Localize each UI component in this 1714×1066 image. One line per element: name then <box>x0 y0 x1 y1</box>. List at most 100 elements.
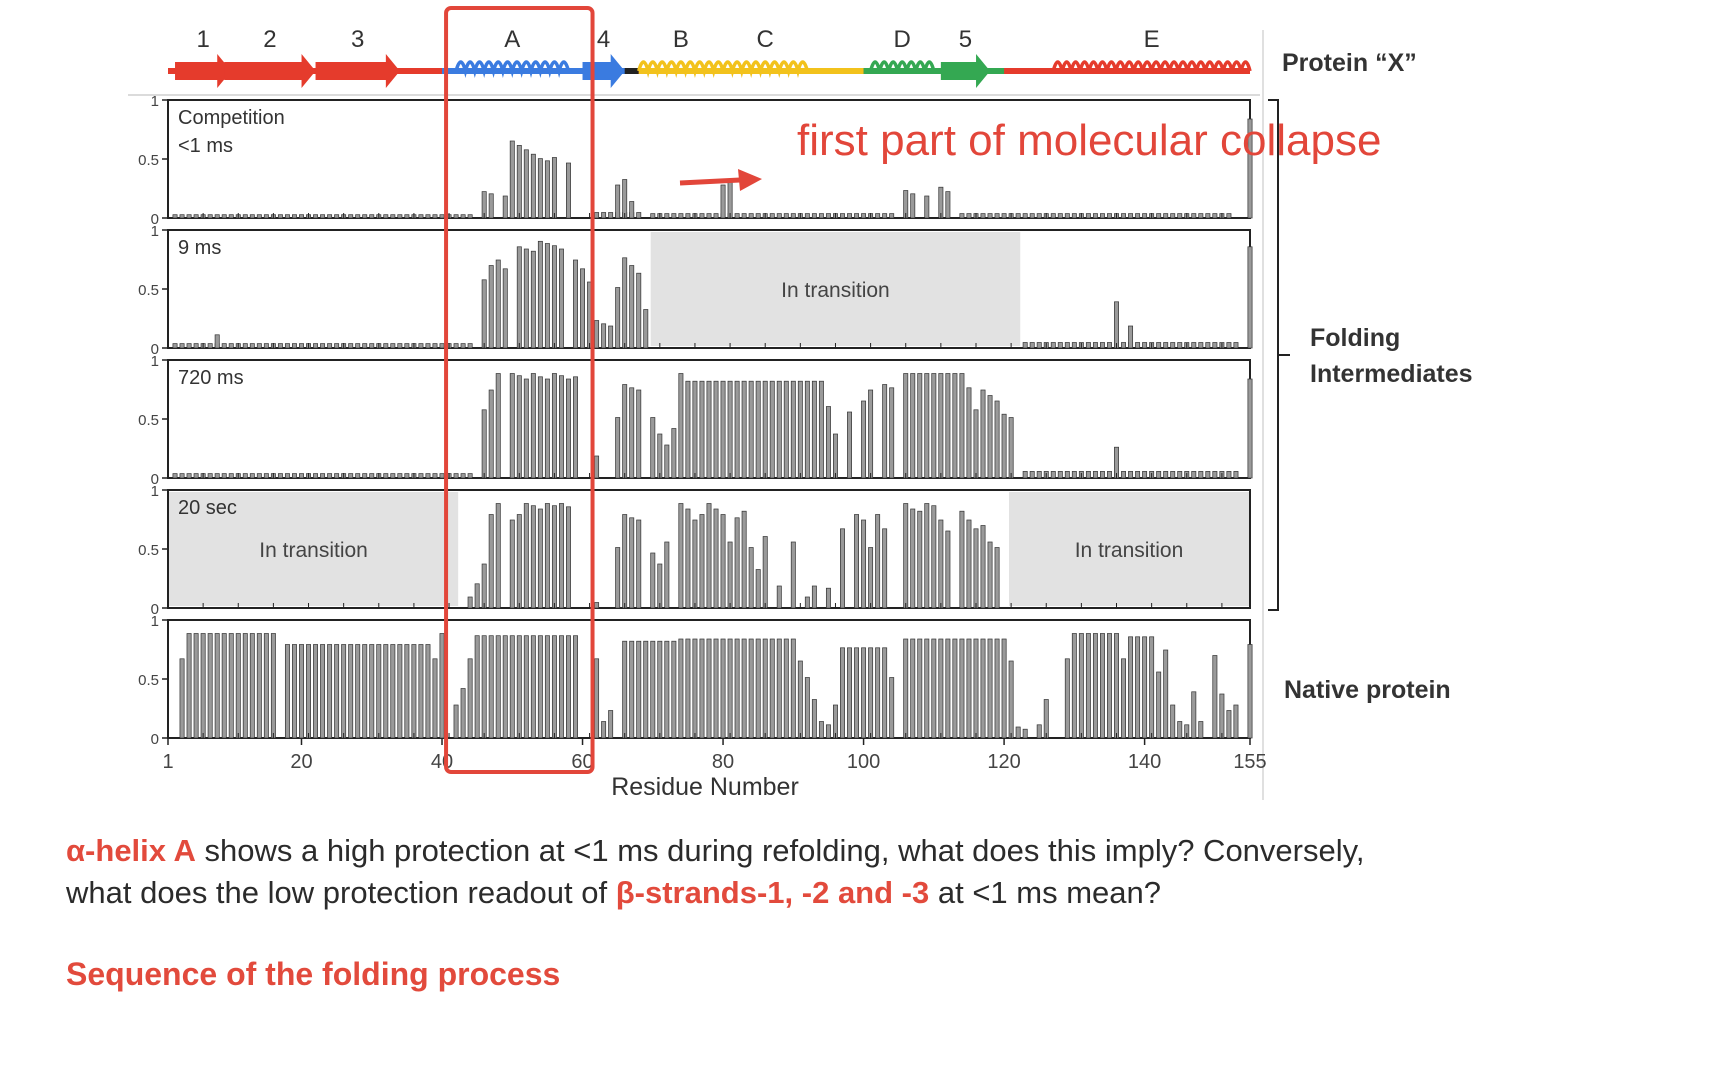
protection-bar <box>397 343 403 349</box>
protection-bar <box>1212 471 1218 479</box>
protection-bar <box>748 638 754 739</box>
protection-bar <box>1022 213 1028 219</box>
protection-bar <box>952 638 958 739</box>
protection-bar <box>713 380 719 479</box>
protection-bar <box>1114 633 1119 739</box>
protection-bar <box>299 473 304 479</box>
y-tick-label: 1 <box>151 613 159 630</box>
protection-bar <box>818 721 824 739</box>
protection-bar <box>783 638 789 739</box>
protection-bar <box>601 721 607 739</box>
residue-axis: 1 20 40 60 80 100 120 140 155 <box>162 738 1267 773</box>
protection-bar <box>221 633 227 739</box>
protection-bar <box>186 633 192 739</box>
protection-bar <box>797 380 803 479</box>
protection-bar <box>994 213 1000 219</box>
protection-bar <box>1015 726 1021 739</box>
protection-bar <box>875 213 881 219</box>
protection-bar <box>854 647 860 739</box>
protection-bar <box>804 213 810 219</box>
protection-bar <box>1121 342 1126 349</box>
protection-bar <box>390 214 396 219</box>
protection-bar <box>861 519 867 609</box>
segment-label: 5 <box>959 26 972 53</box>
protection-bar <box>355 343 361 349</box>
brace-label-line: Intermediates <box>1310 360 1473 388</box>
protection-bar <box>362 343 368 349</box>
protection-bar <box>509 140 515 219</box>
beta-strands-term: β-strands-1, -2 and -3 <box>615 875 930 910</box>
protection-bar <box>397 644 403 739</box>
protection-bar <box>1092 471 1098 479</box>
protection-bar <box>1226 710 1232 739</box>
protection-bar <box>404 644 410 739</box>
protection-bar <box>664 640 670 739</box>
protection-bar <box>1071 633 1077 739</box>
protection-bar <box>973 409 979 479</box>
folding-intermediates-brace <box>1268 99 1290 611</box>
protection-bar <box>390 343 396 349</box>
protection-bar <box>277 214 283 219</box>
protection-bar <box>495 373 501 479</box>
transition-region <box>650 232 1021 346</box>
protection-bar <box>523 635 529 739</box>
protection-bar <box>1078 633 1084 739</box>
protection-bar <box>193 343 199 349</box>
protection-bar <box>931 638 937 739</box>
y-tick-label: 1 <box>151 93 159 110</box>
bar-group <box>172 240 1253 349</box>
protection-bar <box>629 517 635 609</box>
protection-bar <box>566 506 571 609</box>
protection-bar <box>228 473 234 479</box>
protection-bar <box>179 214 185 219</box>
y-tick-label: 0.5 <box>138 282 159 299</box>
protection-bar <box>369 214 375 219</box>
protection-bar <box>313 343 319 349</box>
protection-bar <box>292 214 297 219</box>
protection-bar <box>277 343 283 349</box>
protection-bar <box>1036 471 1042 479</box>
protection-bar <box>973 638 979 739</box>
protection-bar <box>551 373 557 479</box>
protection-bar <box>242 214 248 219</box>
protection-bar <box>313 473 319 479</box>
protection-bar <box>432 214 438 219</box>
protection-bar <box>263 214 269 219</box>
x-tick-label: 60 <box>571 751 593 773</box>
segment-label: C <box>757 26 774 53</box>
protection-bar <box>263 633 269 739</box>
protection-bar <box>1156 671 1162 739</box>
panel-label: 720 ms <box>178 367 244 389</box>
protection-bar <box>460 473 466 479</box>
protection-bar <box>242 343 248 349</box>
protection-bar <box>284 343 290 349</box>
protection-bar <box>516 375 522 479</box>
protection-bar <box>256 473 262 479</box>
protection-bar <box>650 552 656 609</box>
protection-bar <box>797 660 803 739</box>
strand-arrow-5 <box>940 54 991 88</box>
protection-bar <box>699 380 705 479</box>
protection-bar <box>636 519 642 609</box>
x-tick-label: 80 <box>712 751 734 773</box>
protection-bar <box>566 162 571 219</box>
protection-bar <box>755 380 761 479</box>
protection-bar <box>544 160 550 219</box>
protection-bar <box>383 343 389 349</box>
protection-bar <box>320 343 326 349</box>
y-tick-label: 1 <box>151 223 159 240</box>
protection-bar <box>861 400 867 479</box>
protection-bar <box>1142 636 1148 739</box>
protection-bar <box>825 587 831 609</box>
collapse-annotation: first part of molecular collapse <box>797 116 1382 165</box>
protection-bar <box>608 710 614 739</box>
protection-bar <box>544 503 550 609</box>
protection-bar <box>313 214 319 219</box>
protection-bar <box>1142 213 1148 219</box>
protection-bar <box>277 473 283 479</box>
protection-bar <box>1099 213 1105 219</box>
protection-bar <box>320 644 326 739</box>
y-tick-label: 0 <box>151 341 159 358</box>
protection-bar <box>924 195 930 219</box>
protection-bar <box>1191 691 1197 739</box>
